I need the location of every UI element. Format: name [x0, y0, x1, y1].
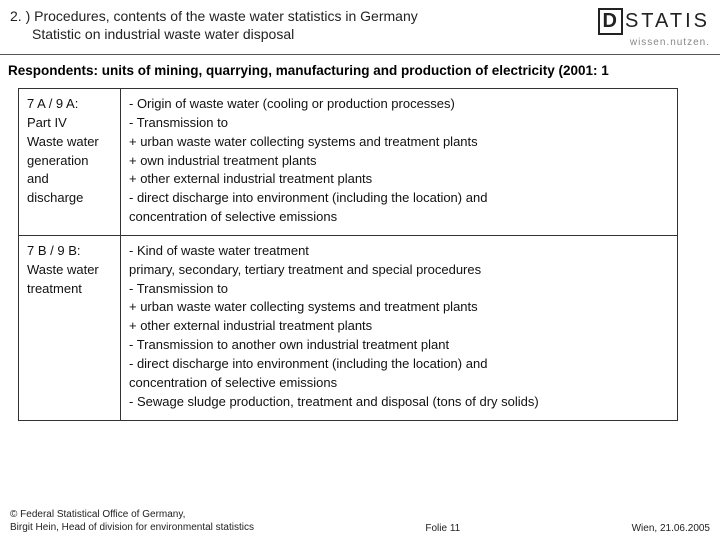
cell-text: primary, secondary, tertiary treatment a…: [129, 261, 669, 280]
table-row: 7 A / 9 A: Part IV Waste water generatio…: [19, 89, 678, 236]
cell-text: Part IV: [27, 114, 112, 133]
row2-right-cell: - Kind of waste water treatment primary,…: [121, 235, 678, 420]
cell-text: - Origin of waste water (cooling or prod…: [129, 95, 669, 114]
logo-text: DSTATIS: [540, 8, 710, 35]
cell-text: generation: [27, 152, 112, 171]
cell-text: - direct discharge into environment (inc…: [129, 189, 669, 208]
author-line: Birgit Hein, Head of division for enviro…: [10, 521, 254, 534]
cell-text: Waste water: [27, 133, 112, 152]
row1-right-cell: - Origin of waste water (cooling or prod…: [121, 89, 678, 236]
cell-text: - Transmission to: [129, 280, 669, 299]
table-row: 7 B / 9 B: Waste water treatment - Kind …: [19, 235, 678, 420]
slide-title: 2. ) Procedures, contents of the waste w…: [10, 8, 540, 24]
cell-text: - Transmission to: [129, 114, 669, 133]
cell-text: - direct discharge into environment (inc…: [129, 355, 669, 374]
destatis-logo: DSTATIS wissen.nutzen.: [540, 8, 710, 48]
cell-text: Waste water: [27, 261, 112, 280]
cell-text: - Transmission to another own industrial…: [129, 336, 669, 355]
content-table-wrap: 7 A / 9 A: Part IV Waste water generatio…: [0, 88, 720, 421]
cell-text: - Sewage sludge production, treatment an…: [129, 393, 669, 412]
cell-text: 7 B / 9 B:: [27, 242, 112, 261]
cell-text: + urban waste water collecting systems a…: [129, 298, 669, 317]
cell-text: + own industrial treatment plants: [129, 152, 669, 171]
cell-text: + other external industrial treatment pl…: [129, 317, 669, 336]
cell-text: concentration of selective emissions: [129, 208, 669, 227]
cell-text: - Kind of waste water treatment: [129, 242, 669, 261]
slide-subtitle: Statistic on industrial waste water disp…: [10, 26, 540, 42]
cell-text: discharge: [27, 189, 112, 208]
logo-statis: STATIS: [625, 10, 710, 32]
respondents-line: Respondents: units of mining, quarrying,…: [0, 55, 720, 88]
header: 2. ) Procedures, contents of the waste w…: [0, 0, 720, 55]
footer-left: © Federal Statistical Office of Germany,…: [10, 508, 254, 534]
footer: © Federal Statistical Office of Germany,…: [0, 508, 720, 534]
slide-number: Folie 11: [254, 523, 632, 534]
row2-left-cell: 7 B / 9 B: Waste water treatment: [19, 235, 121, 420]
cell-text: concentration of selective emissions: [129, 374, 669, 393]
copyright-line: © Federal Statistical Office of Germany,: [10, 508, 254, 521]
logo-tagline: wissen.nutzen.: [540, 37, 710, 48]
logo-d-icon: D: [598, 8, 623, 35]
cell-text: 7 A / 9 A:: [27, 95, 112, 114]
cell-text: + urban waste water collecting systems a…: [129, 133, 669, 152]
cell-text: + other external industrial treatment pl…: [129, 170, 669, 189]
content-table: 7 A / 9 A: Part IV Waste water generatio…: [18, 88, 678, 421]
footer-date: Wien, 21.06.2005: [632, 523, 710, 534]
header-text-block: 2. ) Procedures, contents of the waste w…: [10, 8, 540, 42]
row1-left-cell: 7 A / 9 A: Part IV Waste water generatio…: [19, 89, 121, 236]
cell-text: treatment: [27, 280, 112, 299]
cell-text: and: [27, 170, 112, 189]
